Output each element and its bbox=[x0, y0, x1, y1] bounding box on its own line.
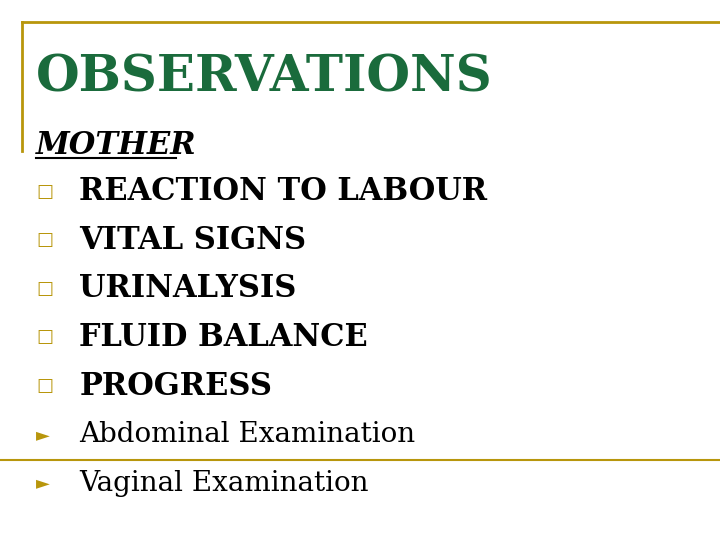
Text: OBSERVATIONS: OBSERVATIONS bbox=[36, 54, 492, 103]
Text: VITAL SIGNS: VITAL SIGNS bbox=[79, 225, 306, 256]
Text: REACTION TO LABOUR: REACTION TO LABOUR bbox=[79, 176, 487, 207]
Text: Abdominal Examination: Abdominal Examination bbox=[79, 421, 415, 448]
Text: □: □ bbox=[36, 280, 53, 298]
Text: ►: ► bbox=[36, 474, 50, 492]
Text: PROGRESS: PROGRESS bbox=[79, 370, 272, 402]
Text: FLUID BALANCE: FLUID BALANCE bbox=[79, 322, 368, 353]
Text: □: □ bbox=[36, 328, 53, 347]
Text: Vaginal Examination: Vaginal Examination bbox=[79, 470, 369, 497]
Text: □: □ bbox=[36, 183, 53, 201]
Text: ►: ► bbox=[36, 426, 50, 444]
Text: □: □ bbox=[36, 231, 53, 249]
Text: URINALYSIS: URINALYSIS bbox=[79, 273, 297, 305]
Text: MOTHER: MOTHER bbox=[36, 130, 197, 160]
Text: □: □ bbox=[36, 377, 53, 395]
